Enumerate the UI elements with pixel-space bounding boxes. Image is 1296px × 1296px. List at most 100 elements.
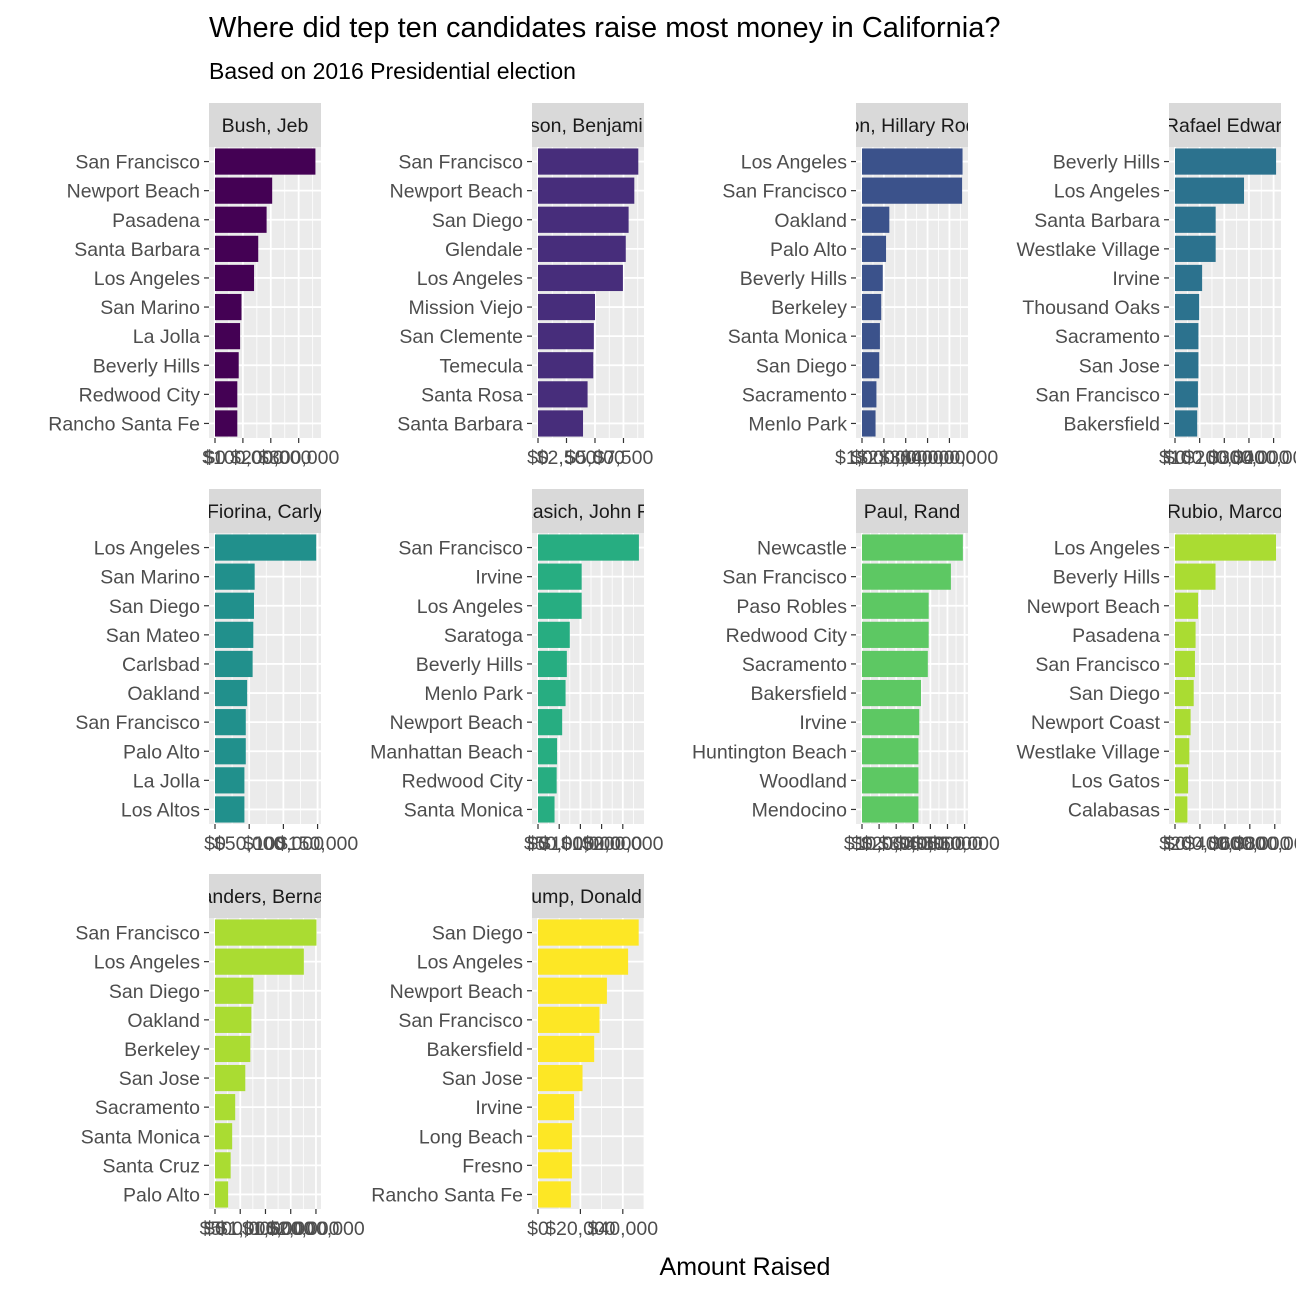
category-label: Bakersfield — [751, 683, 847, 705]
category-label: San Diego — [432, 210, 523, 232]
category-label: Los Angeles — [94, 952, 201, 974]
x-tick-label: $500,000 — [200, 1218, 281, 1240]
category-label: Los Angeles — [417, 596, 524, 618]
category-label: Oakland — [774, 210, 847, 232]
category-label: Thousand Oaks — [1022, 297, 1160, 319]
facet-strip-label: Kasich, John R. — [520, 501, 657, 523]
facet-strip — [209, 874, 321, 918]
category-label: Los Angeles — [1054, 181, 1161, 203]
category-label: Santa Monica — [404, 799, 523, 821]
bar — [862, 148, 963, 175]
category-label: Berkeley — [771, 297, 847, 319]
bar — [538, 679, 566, 707]
bar — [538, 592, 582, 619]
bar — [215, 264, 255, 292]
bar — [215, 1094, 236, 1121]
category-label: Beverly Hills — [1053, 567, 1161, 589]
category-label: Santa Monica — [81, 1126, 200, 1148]
bar — [215, 293, 242, 321]
x-tick-label: $2,000,000 — [267, 1218, 365, 1240]
facet-panel: Cruz, Rafael Edward 'Ted' $0$100,000$200,… — [1017, 103, 1296, 469]
category-label: Redwood City — [726, 625, 848, 647]
bar — [215, 235, 259, 262]
bar — [1175, 323, 1199, 350]
bar — [1175, 177, 1245, 204]
bar — [215, 323, 241, 350]
bar — [862, 738, 919, 765]
category-label: Berkeley — [124, 1039, 200, 1061]
category-label: San Francisco — [1035, 654, 1160, 676]
facet-strip-label: Carson, Benjamin S. — [499, 115, 678, 137]
x-tick-label: $4,000,000 — [901, 447, 999, 469]
x-tick-label: $0 — [851, 833, 873, 855]
category-label: Temecula — [440, 355, 524, 377]
bar — [538, 264, 623, 292]
category-label: Santa Barbara — [397, 413, 523, 435]
bar — [538, 796, 555, 823]
bar — [862, 235, 887, 262]
category-label: San Francisco — [1035, 384, 1160, 406]
bar — [1175, 679, 1194, 707]
x-tick-label: $60,000 — [929, 833, 1000, 855]
facet-strip-label: Sanders, Bernard — [189, 886, 342, 908]
bar — [1175, 206, 1216, 233]
category-label: Rancho Santa Fe — [48, 413, 200, 435]
category-label: San Diego — [109, 596, 200, 618]
category-label: Palo Alto — [123, 1184, 200, 1206]
bar — [215, 621, 254, 648]
bar — [862, 323, 880, 350]
bar — [215, 948, 304, 975]
category-label: Huntington Beach — [692, 741, 847, 763]
facet-strip-label: Cruz, Rafael Edward 'Ted' — [1113, 115, 1296, 137]
x-tick-label: $150,000 — [561, 833, 642, 855]
category-label: San Clemente — [399, 326, 523, 348]
bar — [1175, 767, 1189, 794]
bar — [538, 148, 639, 175]
bar — [215, 1035, 251, 1063]
category-label: Santa Rosa — [421, 384, 523, 406]
bar — [215, 919, 317, 946]
bar — [862, 796, 919, 823]
facet-strip — [532, 103, 644, 147]
bar — [1175, 796, 1188, 823]
category-label: San Francisco — [398, 152, 523, 174]
category-label: Newport Beach — [67, 181, 200, 203]
category-label: Newport Beach — [390, 981, 523, 1003]
bar — [862, 381, 877, 408]
category-label: Beverly Hills — [416, 654, 524, 676]
bar — [862, 679, 921, 707]
x-tick-label: $50,000 — [214, 833, 285, 855]
x-tick-label: $30,000 — [878, 833, 949, 855]
category-label: Redwood City — [402, 770, 524, 792]
x-tick-label: $200,000 — [230, 447, 311, 469]
bar — [538, 709, 563, 736]
category-label: Sacramento — [742, 654, 847, 676]
category-label: Santa Monica — [728, 326, 847, 348]
category-label: Calabasas — [1068, 799, 1160, 821]
bar — [538, 323, 594, 350]
bar — [1175, 709, 1191, 736]
facet-strip-label: Rubio, Marco — [1167, 501, 1283, 523]
bar — [538, 352, 594, 379]
category-label: San Mateo — [106, 625, 200, 647]
facet-strip — [1169, 489, 1281, 533]
x-tick-label: $0 — [204, 447, 226, 469]
bar — [538, 563, 582, 590]
facet-panel: Fiorina, Carly $0$50,000$100,000$150,000 L… — [75, 489, 358, 855]
bar — [1175, 293, 1200, 321]
category-label: Irvine — [799, 712, 847, 734]
x-tick-label: $40,000 — [588, 1218, 659, 1240]
category-label: San Jose — [1079, 355, 1160, 377]
category-label: Irvine — [1112, 268, 1160, 290]
category-label: Beverly Hills — [93, 355, 201, 377]
bar — [862, 293, 882, 321]
category-label: San Francisco — [722, 567, 847, 589]
bar — [538, 1123, 572, 1150]
bar — [862, 621, 929, 648]
x-tick-label: $20,000 — [861, 833, 932, 855]
bar — [538, 948, 629, 975]
x-tick-label: $0 — [1164, 447, 1186, 469]
bar — [538, 293, 595, 321]
bar — [215, 796, 245, 823]
category-label: Mendocino — [752, 799, 848, 821]
